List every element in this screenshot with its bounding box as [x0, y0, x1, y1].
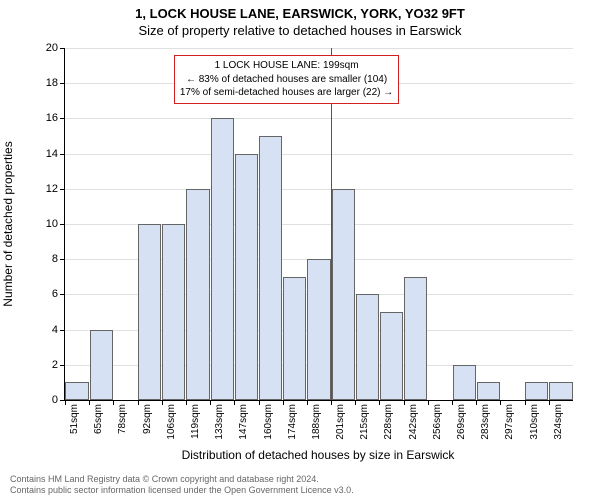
histogram-bar — [404, 277, 427, 400]
ytick-mark — [60, 48, 65, 49]
xtick-mark — [210, 400, 211, 405]
histogram-bar — [332, 189, 355, 400]
ytick-mark — [60, 154, 65, 155]
histogram-bar — [211, 118, 234, 400]
xtick-label: 201sqm — [335, 404, 346, 444]
annotation-line: ← 83% of detached houses are smaller (10… — [180, 73, 393, 87]
ytick-mark — [60, 83, 65, 84]
ytick-label: 20 — [28, 42, 58, 54]
xtick-mark — [404, 400, 405, 405]
xtick-mark — [138, 400, 139, 405]
xtick-mark — [331, 400, 332, 405]
xtick-mark — [500, 400, 501, 405]
x-axis-label: Distribution of detached houses by size … — [64, 448, 572, 462]
xtick-mark — [113, 400, 114, 405]
histogram-bar — [549, 382, 572, 400]
xtick-mark — [525, 400, 526, 405]
histogram-bar — [186, 189, 209, 400]
xtick-label: 133sqm — [214, 404, 225, 444]
ytick-mark — [60, 259, 65, 260]
histogram-bar — [259, 136, 282, 400]
chart-plot-area: 51sqm65sqm78sqm92sqm106sqm119sqm133sqm14… — [64, 48, 573, 401]
xtick-label: 283sqm — [480, 404, 491, 444]
annotation-line: 17% of semi-detached houses are larger (… — [180, 86, 393, 100]
xtick-mark — [259, 400, 260, 405]
xtick-mark — [452, 400, 453, 405]
page-title-address: 1, LOCK HOUSE LANE, EARSWICK, YORK, YO32… — [0, 0, 600, 21]
xtick-label: 78sqm — [117, 404, 128, 444]
histogram-bar — [453, 365, 476, 400]
xtick-mark — [428, 400, 429, 405]
page-subtitle: Size of property relative to detached ho… — [0, 21, 600, 38]
xtick-mark — [162, 400, 163, 405]
xtick-mark — [355, 400, 356, 405]
ytick-label: 8 — [28, 253, 58, 265]
ytick-mark — [60, 330, 65, 331]
xtick-label: 160sqm — [263, 404, 274, 444]
ytick-mark — [60, 365, 65, 366]
ytick-label: 10 — [28, 218, 58, 230]
xtick-mark — [307, 400, 308, 405]
xtick-label: 310sqm — [529, 404, 540, 444]
ytick-mark — [60, 294, 65, 295]
xtick-label: 256sqm — [432, 404, 443, 444]
xtick-label: 269sqm — [456, 404, 467, 444]
histogram-bar — [138, 224, 161, 400]
xtick-mark — [234, 400, 235, 405]
xtick-mark — [65, 400, 66, 405]
annotation-line: 1 LOCK HOUSE LANE: 199sqm — [180, 59, 393, 73]
xtick-label: 147sqm — [238, 404, 249, 444]
xtick-label: 174sqm — [287, 404, 298, 444]
ytick-label: 18 — [28, 77, 58, 89]
histogram-bar — [307, 259, 330, 400]
xtick-label: 65sqm — [93, 404, 104, 444]
xtick-label: 228sqm — [383, 404, 394, 444]
ytick-mark — [60, 189, 65, 190]
footer-line-1: Contains HM Land Registry data © Crown c… — [10, 474, 354, 485]
xtick-label: 106sqm — [166, 404, 177, 444]
xtick-label: 297sqm — [504, 404, 515, 444]
grid-line — [65, 189, 573, 190]
xtick-mark — [476, 400, 477, 405]
xtick-label: 242sqm — [408, 404, 419, 444]
y-axis-label: Number of detached properties — [1, 141, 15, 306]
histogram-bar — [235, 154, 258, 400]
xtick-label: 324sqm — [553, 404, 564, 444]
xtick-mark — [549, 400, 550, 405]
xtick-mark — [379, 400, 380, 405]
grid-line — [65, 154, 573, 155]
histogram-bar — [380, 312, 403, 400]
ytick-label: 4 — [28, 324, 58, 336]
histogram-bar — [90, 330, 113, 400]
histogram-bar — [65, 382, 88, 400]
xtick-mark — [89, 400, 90, 405]
ytick-label: 16 — [28, 112, 58, 124]
xtick-label: 215sqm — [359, 404, 370, 444]
ytick-label: 2 — [28, 359, 58, 371]
histogram-bar — [525, 382, 548, 400]
histogram-bar — [477, 382, 500, 400]
histogram-bar — [162, 224, 185, 400]
xtick-label: 188sqm — [311, 404, 322, 444]
histogram-bar — [356, 294, 379, 400]
footer-line-2: Contains public sector information licen… — [10, 485, 354, 496]
grid-line — [65, 118, 573, 119]
ytick-label: 6 — [28, 288, 58, 300]
footer-attribution: Contains HM Land Registry data © Crown c… — [10, 474, 354, 497]
ytick-label: 14 — [28, 148, 58, 160]
xtick-mark — [283, 400, 284, 405]
annotation-box: 1 LOCK HOUSE LANE: 199sqm← 83% of detach… — [174, 55, 399, 104]
ytick-mark — [60, 224, 65, 225]
xtick-label: 51sqm — [69, 404, 80, 444]
xtick-label: 119sqm — [190, 404, 201, 444]
xtick-mark — [186, 400, 187, 405]
histogram-bar — [283, 277, 306, 400]
grid-line — [65, 48, 573, 49]
ytick-label: 12 — [28, 183, 58, 195]
ytick-mark — [60, 118, 65, 119]
ytick-label: 0 — [28, 394, 58, 406]
xtick-label: 92sqm — [142, 404, 153, 444]
